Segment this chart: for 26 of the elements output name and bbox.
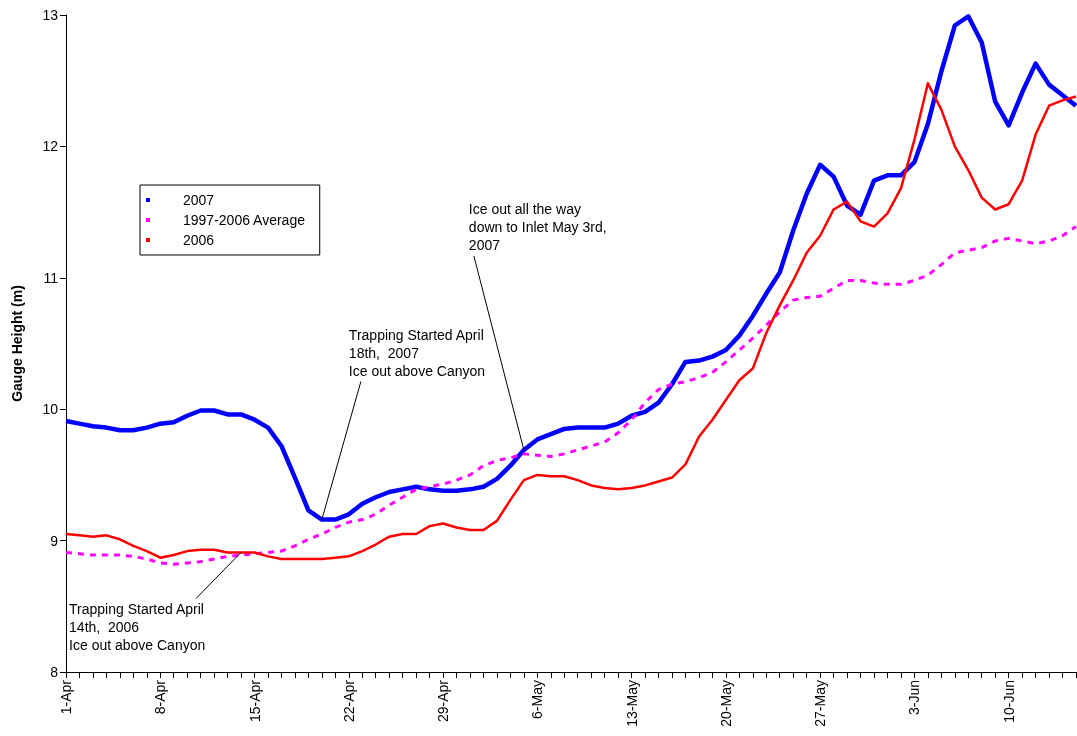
legend-label: 2006 <box>183 232 215 248</box>
y-axis-title: Gauge Height (m) <box>9 285 25 402</box>
x-tick-label: 13-May <box>623 680 640 727</box>
x-tick-label: 29-Apr <box>435 679 452 723</box>
line-series <box>64 82 1077 561</box>
x-tick-label: 20-May <box>717 680 734 727</box>
legend-label: 2007 <box>183 192 215 208</box>
y-tick-label: 10 <box>42 401 59 418</box>
annotation: Trapping Started April 18th, 2007 Ice out above Canyon <box>348 326 486 379</box>
y-tick-label: 13 <box>42 7 59 23</box>
annotation: Ice out all the way down to Inlet May 3rd, 2007 <box>468 200 607 253</box>
x-tick-label: 6-May <box>529 680 546 719</box>
annotation: Trapping Started April 14th, 2006 Ice out above Canyon <box>69 601 206 654</box>
y-tick-label: 12 <box>42 138 59 155</box>
x-tick-label: 8-Apr <box>152 679 169 715</box>
x-tick-label: 27-May <box>812 680 829 727</box>
x-tick-label: 15-Apr <box>246 679 263 723</box>
x-tick-label: 3-Jun <box>906 680 923 716</box>
y-tick-label: 8 <box>50 664 59 680</box>
y-tick-label: 9 <box>50 532 59 549</box>
x-tick-label: 22-Apr <box>340 679 357 723</box>
line-series <box>63 14 1077 522</box>
x-tick-label: 10-Jun <box>1000 680 1017 723</box>
x-tick-label: 1-Apr <box>58 679 74 715</box>
y-tick-label: 11 <box>43 269 59 286</box>
legend-label: 1997-2006 Average <box>183 212 306 228</box>
